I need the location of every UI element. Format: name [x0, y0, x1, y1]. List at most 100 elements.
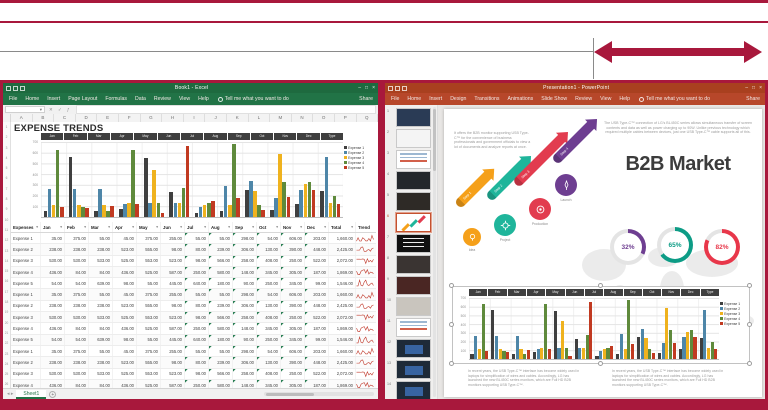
- value-cell[interactable]: 250.00: [257, 278, 281, 289]
- trend-cell[interactable]: [356, 301, 376, 311]
- slide-thumbnail-5[interactable]: 5: [385, 191, 431, 212]
- value-cell[interactable]: 436.00: [41, 266, 65, 278]
- value-cell[interactable]: 35.00: [41, 233, 65, 244]
- value-cell[interactable]: 187.00: [305, 266, 329, 278]
- value-cell[interactable]: 555.00: [137, 300, 161, 312]
- column-header-I[interactable]: I: [184, 114, 206, 122]
- name-box[interactable]: ▾: [5, 106, 45, 113]
- excel-window-controls[interactable]: – □ ×: [358, 85, 375, 91]
- value-cell[interactable]: 258.00: [233, 312, 257, 323]
- value-cell[interactable]: 306.00: [233, 244, 257, 255]
- value-cell[interactable]: 55.00: [137, 334, 161, 345]
- expense-name-cell[interactable]: Expense 3: [11, 368, 41, 379]
- value-cell[interactable]: 130.00: [257, 357, 281, 368]
- value-cell[interactable]: 35.00: [41, 345, 65, 357]
- value-cell[interactable]: 305.00: [281, 266, 305, 278]
- slide-thumbnail-6[interactable]: 6: [385, 212, 431, 233]
- value-cell[interactable]: 580.00: [209, 323, 233, 334]
- slide-thumbnail-12[interactable]: 12: [385, 338, 431, 359]
- powerpoint-tell-me[interactable]: Tell me what you want to do: [639, 96, 710, 102]
- value-cell[interactable]: 580.00: [209, 379, 233, 388]
- value-cell[interactable]: 523.00: [113, 244, 137, 255]
- value-cell[interactable]: 445.00: [161, 278, 185, 289]
- value-cell[interactable]: 180.00: [209, 334, 233, 345]
- minimize-icon[interactable]: –: [745, 85, 749, 91]
- column-header-M[interactable]: M: [270, 114, 292, 122]
- row-header-13[interactable]: 13: [4, 248, 9, 253]
- value-cell[interactable]: 525.00: [113, 255, 137, 266]
- value-cell[interactable]: 55.00: [209, 233, 233, 244]
- value-cell[interactable]: 98.00: [161, 300, 185, 312]
- slide-thumbnail-11[interactable]: 11: [385, 317, 431, 338]
- value-cell[interactable]: 148.00: [233, 379, 257, 388]
- value-cell[interactable]: 587.00: [161, 323, 185, 334]
- value-cell[interactable]: 99.00: [305, 334, 329, 345]
- ribbon-tab-insert[interactable]: Insert: [47, 96, 61, 102]
- row-header-7[interactable]: 7: [5, 186, 8, 191]
- total-cell[interactable]: 1,869.00: [329, 266, 356, 278]
- value-cell[interactable]: 639.00: [89, 334, 113, 345]
- ribbon-tab-help[interactable]: Help: [619, 96, 630, 102]
- table-header-trend[interactable]: Trend: [358, 224, 370, 230]
- trend-cell[interactable]: [356, 335, 376, 345]
- value-cell[interactable]: 530.00: [41, 255, 65, 266]
- value-cell[interactable]: 587.00: [161, 379, 185, 388]
- close-icon[interactable]: ×: [759, 85, 762, 91]
- value-cell[interactable]: 345.00: [281, 334, 305, 345]
- value-cell[interactable]: 250.00: [281, 312, 305, 323]
- value-cell[interactable]: 238.00: [41, 300, 65, 312]
- value-cell[interactable]: 553.00: [137, 368, 161, 379]
- value-cell[interactable]: 54.00: [41, 334, 65, 345]
- value-cell[interactable]: 98.00: [113, 278, 137, 289]
- milestone-project[interactable]: [494, 214, 516, 236]
- total-cell[interactable]: 1,660.00: [329, 345, 356, 357]
- value-cell[interactable]: 80.00: [185, 244, 209, 255]
- value-cell[interactable]: 298.00: [233, 233, 257, 244]
- ribbon-tab-file[interactable]: File: [9, 96, 18, 102]
- trend-cell[interactable]: [356, 267, 376, 277]
- column-header-P[interactable]: P: [335, 114, 357, 122]
- value-cell[interactable]: 55.00: [137, 278, 161, 289]
- value-cell[interactable]: 525.00: [137, 379, 161, 388]
- table-header-jul[interactable]: Jul ▾: [185, 222, 209, 232]
- value-cell[interactable]: 98.00: [113, 334, 137, 345]
- value-cell[interactable]: 238.00: [41, 357, 65, 368]
- maximize-icon[interactable]: □: [752, 85, 756, 91]
- value-cell[interactable]: 55.00: [89, 345, 113, 357]
- value-cell[interactable]: 553.00: [137, 312, 161, 323]
- value-cell[interactable]: 640.00: [185, 334, 209, 345]
- value-cell[interactable]: 55.00: [209, 345, 233, 357]
- value-cell[interactable]: 98.00: [185, 312, 209, 323]
- ribbon-tab-design[interactable]: Design: [450, 96, 467, 102]
- value-cell[interactable]: 98.00: [161, 244, 185, 255]
- value-cell[interactable]: 250.00: [281, 255, 305, 266]
- column-header-B[interactable]: B: [33, 114, 55, 122]
- resize-handle[interactable]: [449, 361, 454, 366]
- value-cell[interactable]: 54.00: [65, 278, 89, 289]
- value-cell[interactable]: 55.00: [89, 233, 113, 244]
- row-header-18[interactable]: 18: [4, 300, 9, 305]
- filter-icon[interactable]: ▾: [204, 225, 206, 229]
- value-cell[interactable]: 375.00: [137, 289, 161, 300]
- expense-name-cell[interactable]: Expense 2: [11, 357, 41, 368]
- value-cell[interactable]: 523.00: [161, 368, 185, 379]
- expense-name-cell[interactable]: Expense 2: [11, 244, 41, 255]
- slide-thumbnail-14[interactable]: 14: [385, 380, 431, 399]
- milestone-production[interactable]: [529, 198, 551, 220]
- total-cell[interactable]: 1,660.00: [329, 289, 356, 300]
- value-cell[interactable]: 250.00: [185, 266, 209, 278]
- value-cell[interactable]: 80.00: [185, 357, 209, 368]
- row-header-23[interactable]: 23: [4, 351, 9, 356]
- value-cell[interactable]: 555.00: [137, 244, 161, 255]
- column-header-F[interactable]: F: [119, 114, 141, 122]
- trend-cell[interactable]: [356, 244, 376, 254]
- value-cell[interactable]: 98.00: [185, 368, 209, 379]
- value-cell[interactable]: 99.00: [305, 278, 329, 289]
- total-cell[interactable]: 2,072.00: [329, 255, 356, 266]
- value-cell[interactable]: 203.00: [305, 345, 329, 357]
- total-cell[interactable]: 2,425.00: [329, 300, 356, 312]
- milestone-launch[interactable]: [555, 174, 577, 196]
- row-header-24[interactable]: 24: [4, 361, 9, 366]
- value-cell[interactable]: 255.00: [161, 289, 185, 300]
- column-header-D[interactable]: D: [76, 114, 98, 122]
